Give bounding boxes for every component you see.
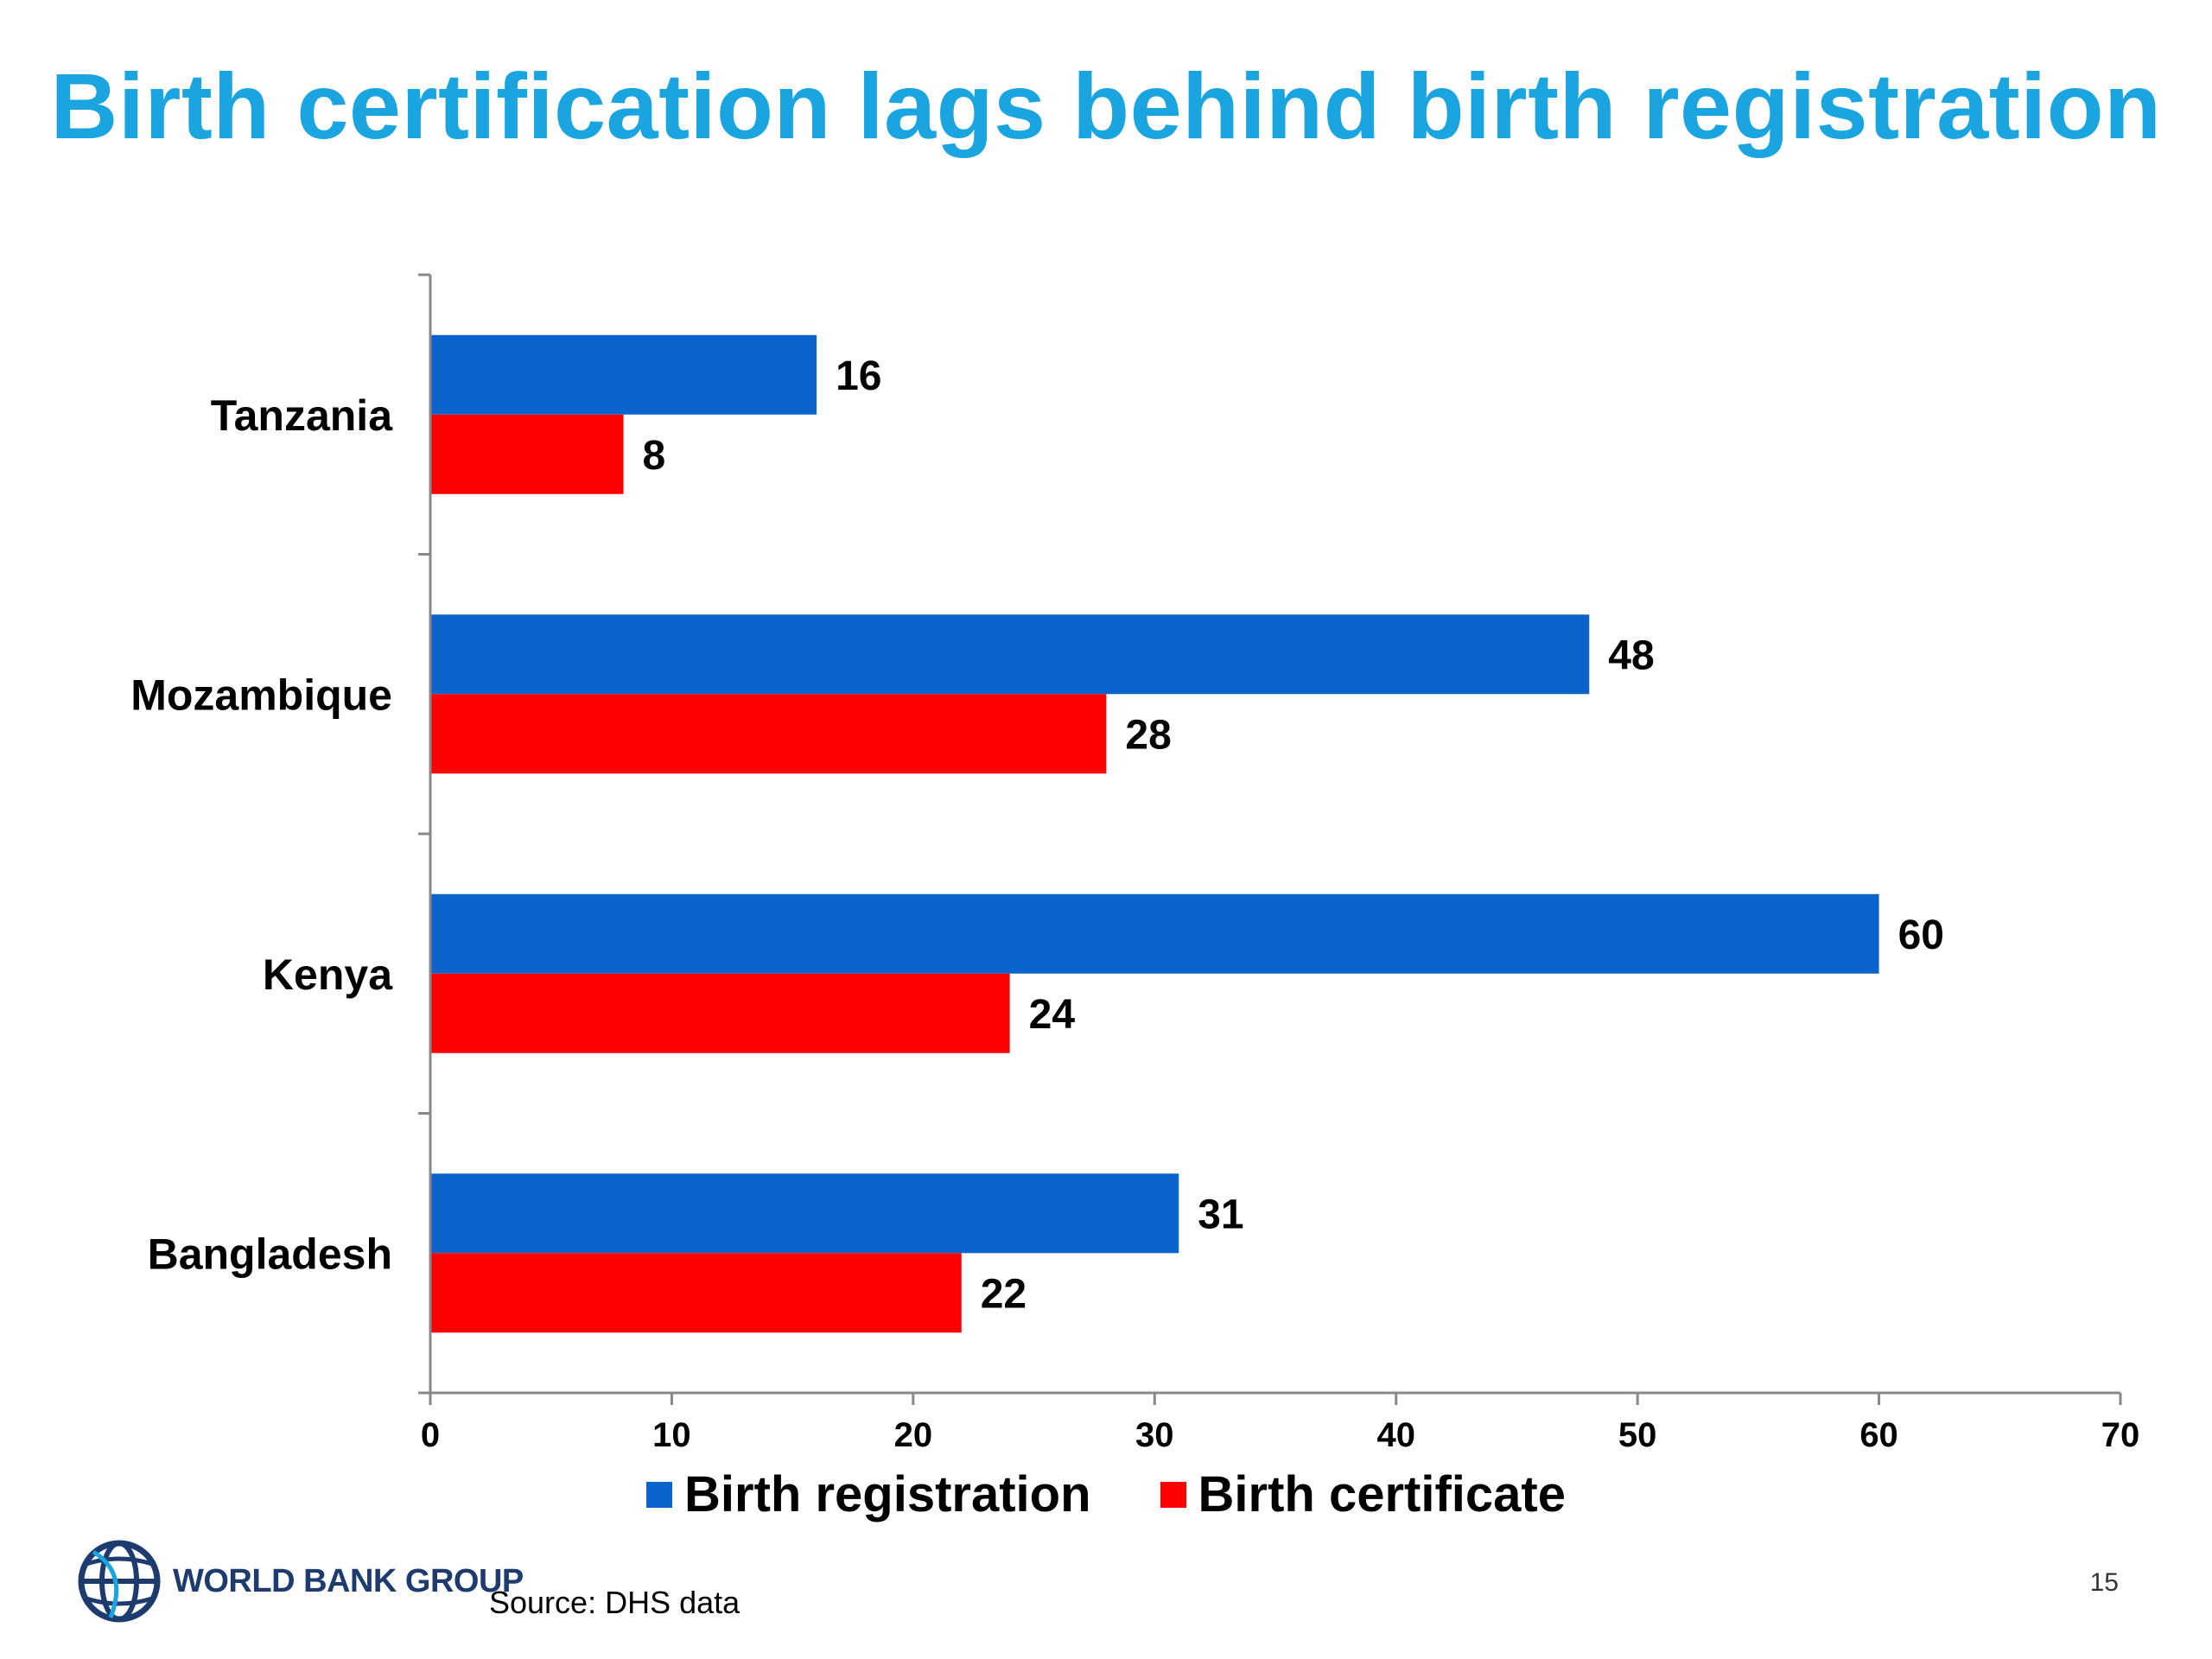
data-label: 22 [981,1271,1027,1317]
bar [430,973,1010,1053]
data-label: 8 [643,433,666,479]
bar [430,334,817,415]
bar [430,414,624,494]
legend-item-registration: Birth registration [646,1465,1091,1523]
globe-icon [78,1540,161,1623]
data-label: 28 [1125,712,1171,758]
chart-axes [418,273,2122,1405]
legend-label-certificate: Birth certificate [1198,1466,1566,1522]
data-label: 60 [1898,912,1944,958]
bar [430,1173,1179,1254]
chart-bars [430,334,1879,1333]
x-tick-label: 60 [1859,1416,1898,1454]
data-label: 16 [836,353,881,399]
legend-item-certificate: Birth certificate [1160,1465,1566,1523]
category-label: Bangladesh [148,1230,392,1278]
category-label: Mozambique [130,671,392,719]
category-label: Tanzania [211,391,393,440]
logo-text: WORLD BANK GROUP [173,1562,524,1599]
legend-swatch-certificate [1160,1481,1186,1508]
chart-labels: 0 10 20 30 40 50 60 70 Tanzania 16 8 Mozambique 48 28… [130,353,2139,1454]
category-label: Kenya [263,950,393,999]
x-tick-label: 40 [1376,1416,1415,1454]
legend-swatch-registration [646,1481,673,1508]
bar [430,893,1879,974]
source-note: Source: DHS data [489,1585,741,1620]
x-tick-label: 70 [2101,1416,2140,1454]
chart-legend: Birth registration Birth certificate [0,1465,2212,1523]
x-tick-label: 50 [1618,1416,1657,1454]
bar [430,1253,962,1333]
slide-title: Birth certification lags behind birth re… [50,54,2162,158]
world-bank-logo: WORLD BANK GROUP [76,1538,524,1624]
x-tick-label: 30 [1135,1416,1174,1454]
page-number: 15 [2089,1568,2119,1597]
bar [430,614,1590,695]
x-tick-label: 20 [894,1416,933,1454]
legend-label-registration: Birth registration [684,1466,1091,1522]
x-tick-label: 0 [421,1416,440,1454]
bar [430,694,1107,774]
x-tick-label: 10 [652,1416,691,1454]
data-label: 48 [1608,632,1654,678]
data-label: 31 [1198,1192,1243,1237]
data-label: 24 [1029,992,1076,1038]
